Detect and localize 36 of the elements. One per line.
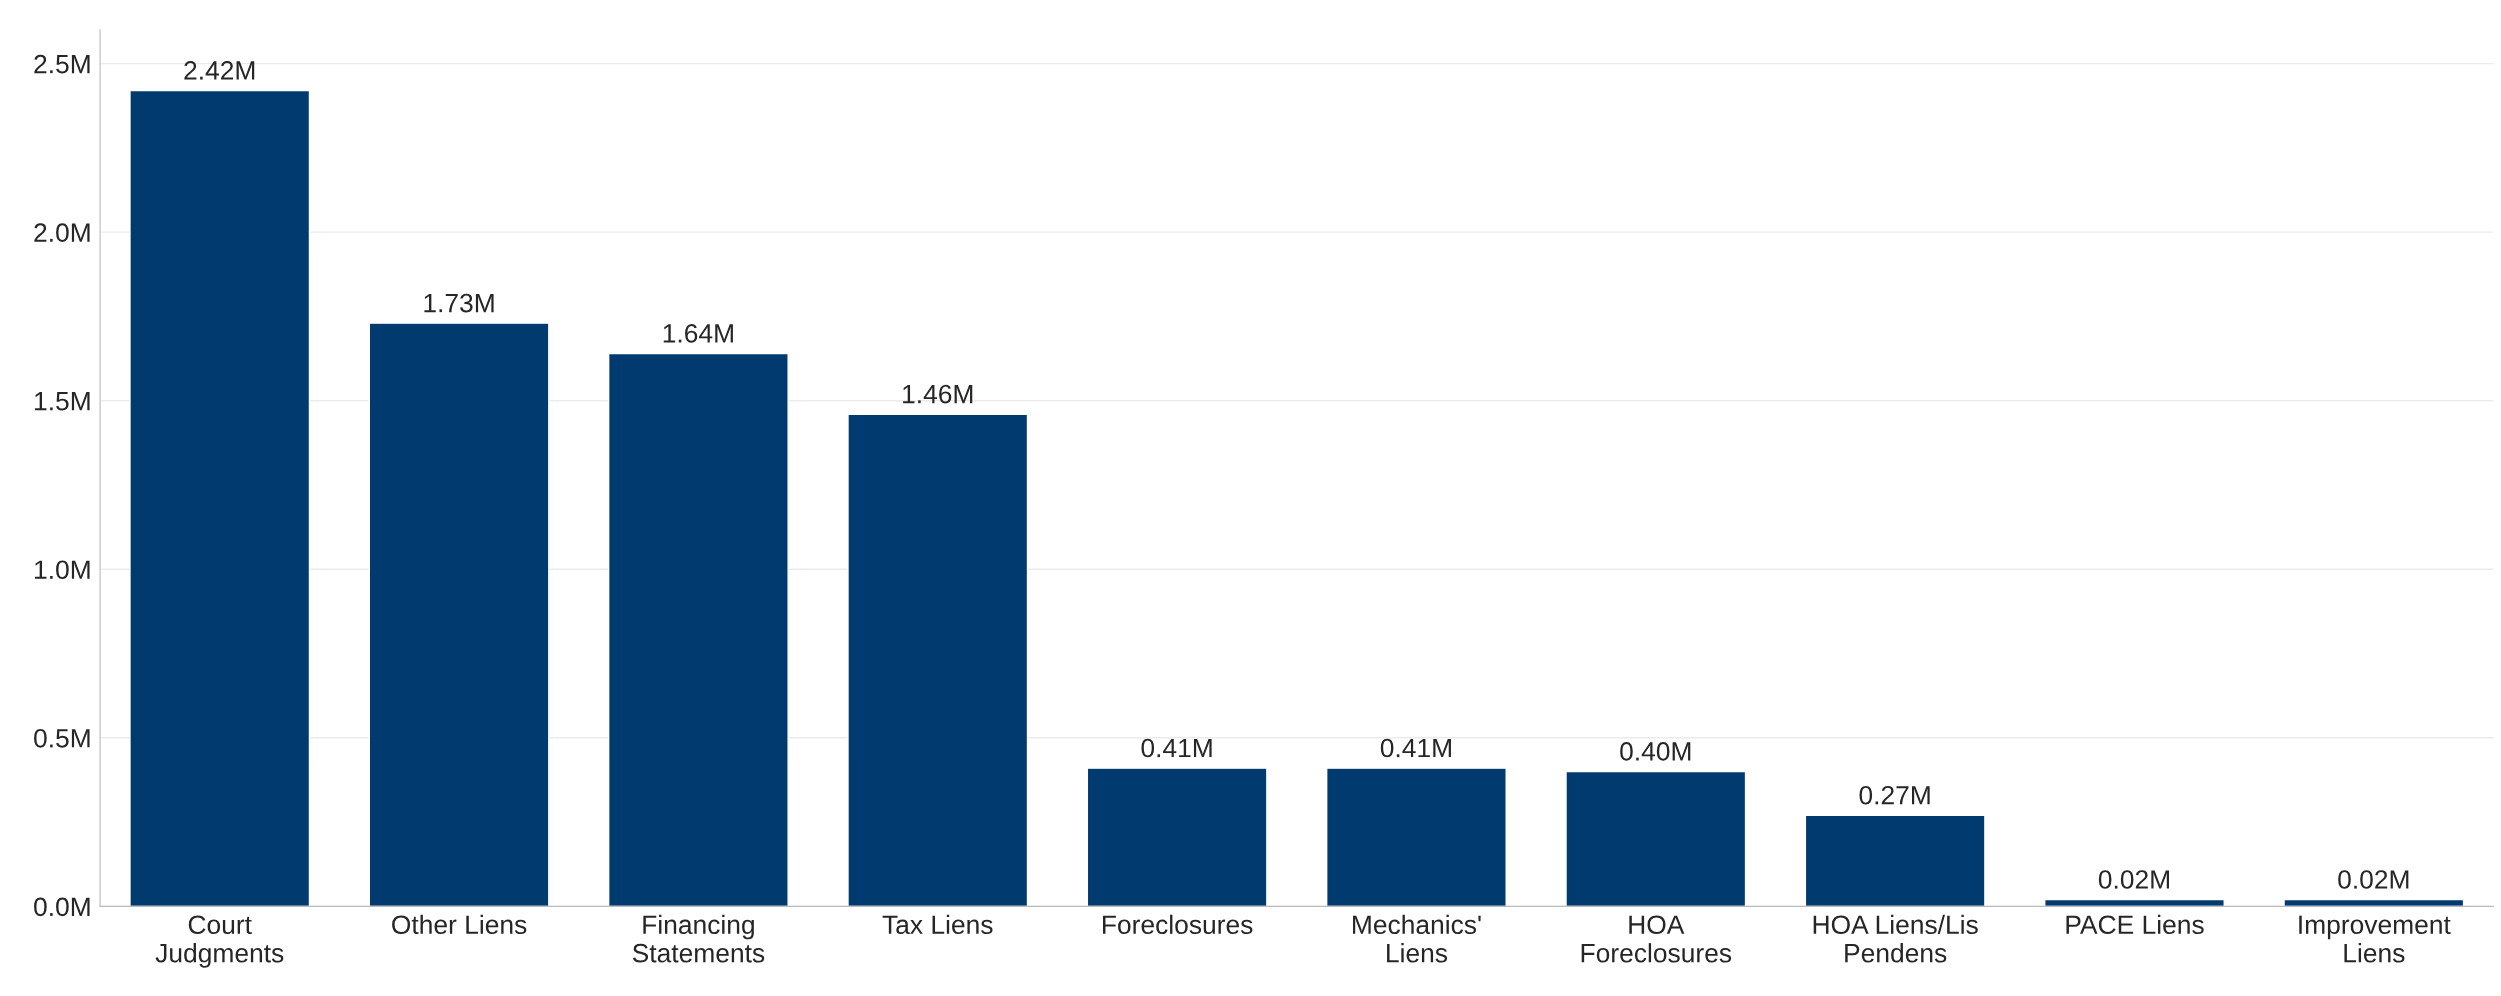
- data-label: 1.46M: [903, 384, 973, 404]
- x-tick-label: Financing Statements: [632, 914, 765, 963]
- bar: [2044, 898, 2225, 907]
- y-tick-label: 0.5M: [34, 728, 90, 748]
- data-label: 2.42M: [184, 61, 255, 80]
- x-tick-label: Foreclosures: [1103, 914, 1253, 935]
- data-label: 0.41M: [1380, 738, 1451, 758]
- y-tick-label: 2.0M: [34, 223, 90, 242]
- x-tick-label: Improvement Liens: [2299, 915, 2451, 963]
- data-label: 0.02M: [2338, 870, 2409, 889]
- x-tick-label: HOA Liens/Lis Pendens: [1813, 914, 1978, 963]
- data-label: 0.02M: [2098, 870, 2169, 889]
- bar: [1565, 770, 1747, 907]
- y-tick-label: 2.5M: [34, 54, 90, 74]
- y-tick-label: 0.0M: [34, 897, 90, 917]
- bar: [1804, 814, 1986, 907]
- x-tick-label: Court Judgments: [155, 915, 284, 968]
- x-tick-label: HOA Foreclosures: [1581, 915, 1732, 963]
- bar: [607, 352, 789, 907]
- bar: [368, 322, 550, 907]
- x-tick-label: Tax Liens: [882, 914, 993, 935]
- x-tick-label: PACE Liens: [2066, 914, 2204, 935]
- data-label: 0.41M: [1141, 738, 1212, 758]
- y-tick-label: 1.0M: [35, 560, 90, 580]
- data-label: 1.64M: [663, 324, 733, 343]
- data-label: 0.40M: [1620, 742, 1691, 761]
- bar: [129, 89, 311, 907]
- x-tick-label: Mechanics' Liens: [1353, 914, 1481, 963]
- bar: [847, 413, 1029, 907]
- x-tick-label: Other Liens: [392, 914, 527, 935]
- y-tick-label: 1.5M: [35, 392, 90, 411]
- data-label: 0.27M: [1859, 785, 1930, 805]
- bar: [2283, 898, 2465, 907]
- data-label: 1.73M: [424, 293, 494, 313]
- bar: [1086, 767, 1268, 907]
- bar: [1325, 767, 1507, 907]
